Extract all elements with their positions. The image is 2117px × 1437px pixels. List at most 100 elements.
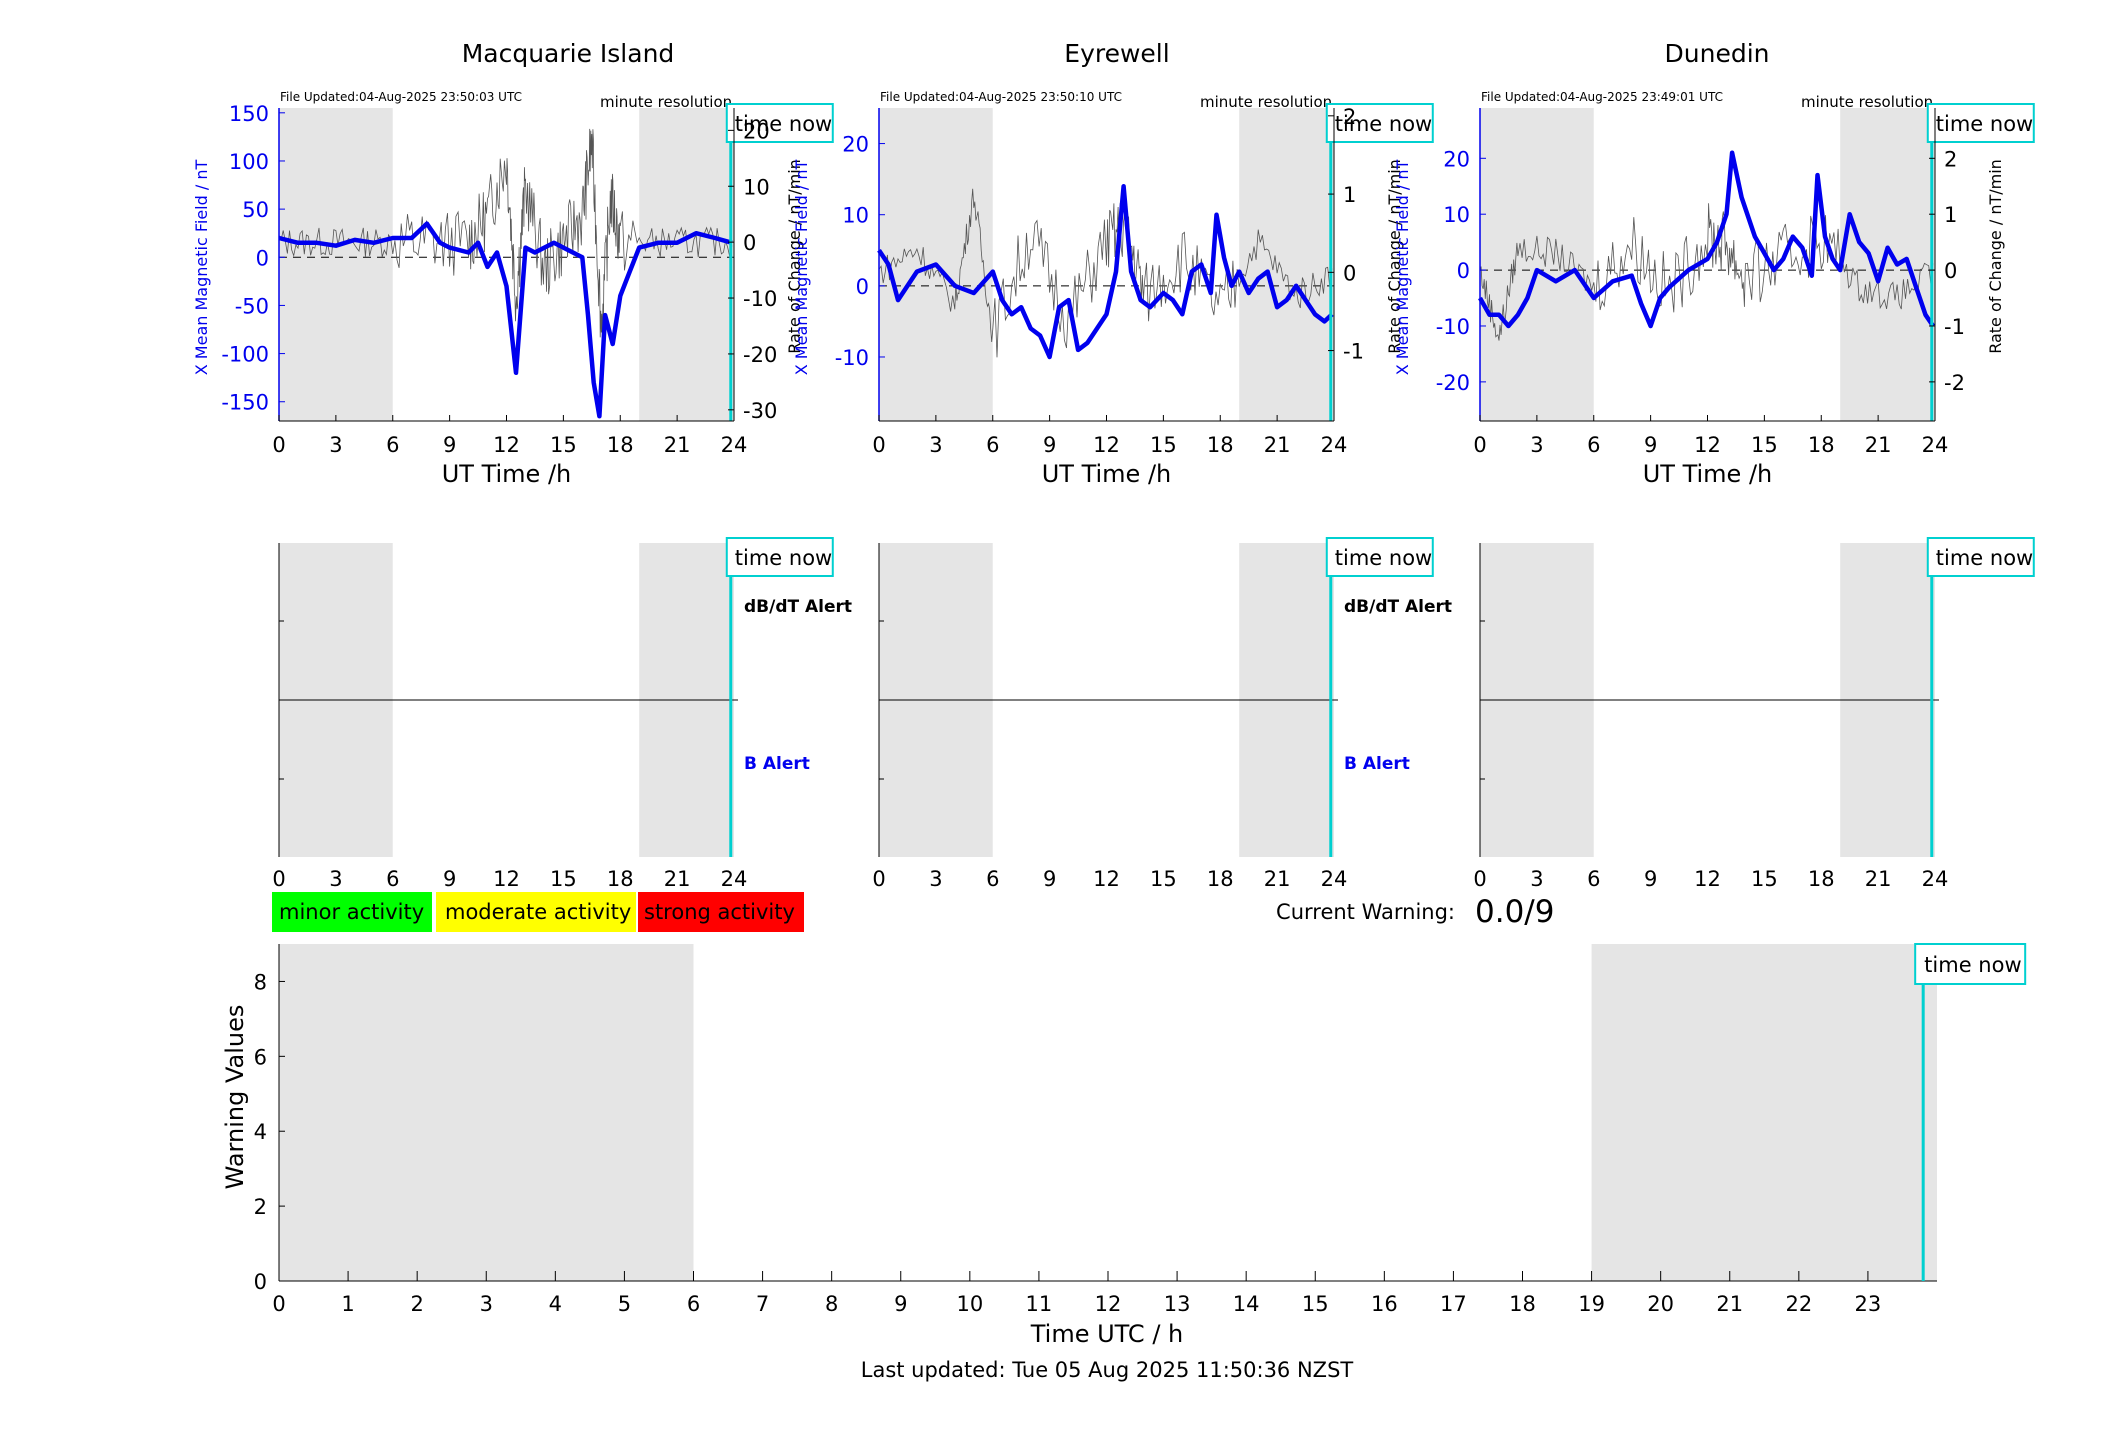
x-axis-label: UT Time /h [442, 460, 572, 488]
left-tick-label: 0 [856, 275, 869, 299]
night-shade [1591, 944, 1937, 1281]
right-tick-label: -10 [743, 287, 777, 311]
left-tick-label: 50 [242, 198, 269, 222]
rate-of-change-series [878, 188, 1333, 358]
x-tick-label: 18 [1207, 433, 1234, 457]
x-tick-label: 24 [1922, 867, 1949, 891]
right-tick-label: 0 [1944, 259, 1957, 283]
x-tick-label: 12 [493, 867, 520, 891]
x-tick-label: 17 [1440, 1292, 1467, 1316]
x-tick-label: 6 [386, 867, 399, 891]
night-shade [639, 108, 734, 421]
time-now-box [1926, 103, 2035, 143]
left-tick-label: 10 [1443, 203, 1470, 227]
right-tick-label: 0 [1343, 261, 1356, 285]
x-tick-label: 3 [1530, 433, 1543, 457]
time-now-label: time now [1335, 546, 1432, 570]
night-shade [279, 944, 694, 1281]
x-tick-label: 9 [1043, 867, 1056, 891]
left-axis-label: X Mean Magnetic Field / nT [192, 160, 211, 376]
x-tick-label: 15 [1751, 867, 1778, 891]
x-tick-label: 3 [929, 433, 942, 457]
right-tick-label: -1 [1343, 340, 1364, 364]
left-tick-label: 100 [229, 150, 269, 174]
right-axis-label: Rate of Change / nT/min [785, 159, 804, 354]
rate-of-change-series [278, 128, 733, 339]
x-tick-label: 21 [664, 433, 691, 457]
time-now-label: time now [1936, 112, 2033, 136]
right-tick-label: -30 [743, 399, 777, 423]
right-tick-label: 10 [743, 175, 770, 199]
right-tick-label: 20 [743, 119, 770, 143]
current-warning-label: Current Warning: [1276, 900, 1455, 924]
time-now-box [1325, 537, 1434, 577]
time-now-label: time now [1924, 953, 2021, 977]
right-tick-label: 2 [1944, 147, 1957, 171]
x-tick-label: 15 [1150, 433, 1177, 457]
x-tick-label: 9 [1043, 433, 1056, 457]
x-axis-label: UT Time /h [1042, 460, 1172, 488]
x-tick-label: 0 [272, 1292, 285, 1316]
legend-moderate-swatch [436, 892, 636, 932]
x-tick-label: 24 [1922, 433, 1949, 457]
x-tick-label: 12 [1694, 433, 1721, 457]
dbdt-alert-label: dB/dT Alert [744, 597, 852, 617]
left-tick-label: 150 [229, 102, 269, 126]
legend-minor-label: minor activity [279, 900, 424, 924]
station-title: Macquarie Island [462, 39, 675, 68]
left-tick-label: 20 [842, 133, 869, 157]
right-tick-label: 1 [1944, 203, 1957, 227]
legend-strong-swatch [638, 892, 804, 932]
x-tick-label: 18 [1808, 867, 1835, 891]
x-tick-label: 22 [1785, 1292, 1812, 1316]
resolution-text: minute resolution [600, 93, 732, 111]
x-tick-label: 18 [1509, 1292, 1536, 1316]
x-tick-label: 21 [1865, 867, 1892, 891]
x-tick-label: 3 [1530, 867, 1543, 891]
left-tick-label: 20 [1443, 147, 1470, 171]
x-tick-label: 18 [607, 433, 634, 457]
x-tick-label: 9 [894, 1292, 907, 1316]
x-tick-label: 24 [1321, 433, 1348, 457]
y-tick-label: 6 [254, 1045, 267, 1069]
x-tick-label: 3 [929, 867, 942, 891]
legend-minor-swatch [272, 892, 432, 932]
file-updated-text: File Updated:04-Aug-2025 23:50:10 UTC [880, 90, 1122, 104]
left-tick-label: -150 [221, 391, 269, 415]
time-now-box [1926, 537, 2035, 577]
x-tick-label: 15 [550, 867, 577, 891]
x-tick-label: 21 [1264, 433, 1291, 457]
field-series [278, 221, 733, 419]
field-series [877, 184, 1334, 360]
x-tick-label: 24 [721, 867, 748, 891]
x-tick-label: 9 [1644, 433, 1657, 457]
x-tick-label: 0 [1473, 433, 1486, 457]
x-tick-label: 12 [1095, 1292, 1122, 1316]
x-tick-label: 23 [1855, 1292, 1882, 1316]
left-tick-label: -20 [1436, 371, 1470, 395]
x-tick-label: 12 [493, 433, 520, 457]
left-tick-label: -10 [1436, 315, 1470, 339]
right-tick-label: 1 [1343, 183, 1356, 207]
night-shade [1239, 108, 1334, 421]
right-tick-label: -20 [743, 343, 777, 367]
x-tick-label: 20 [1647, 1292, 1674, 1316]
x-tick-label: 21 [664, 867, 691, 891]
x-tick-label: 12 [1694, 867, 1721, 891]
x-tick-label: 9 [443, 867, 456, 891]
file-updated-text: File Updated:04-Aug-2025 23:49:01 UTC [1481, 90, 1723, 104]
x-tick-label: 6 [986, 433, 999, 457]
night-shade [1480, 108, 1594, 421]
x-tick-label: 2 [410, 1292, 423, 1316]
alert-plot-2: time now 0 3 6 9 12 15 18 21 24 [1473, 537, 2035, 891]
left-axis-label: X Mean Magnetic Field / nT [792, 160, 811, 376]
x-tick-label: 24 [1321, 867, 1348, 891]
left-tick-label: 0 [256, 246, 269, 270]
left-tick-label: 0 [1457, 259, 1470, 283]
last-updated-text: Last updated: Tue 05 Aug 2025 11:50:36 N… [861, 1358, 1354, 1382]
station-panel-macquarie: Macquarie Island File Updated:04-Aug-202… [280, 39, 732, 111]
